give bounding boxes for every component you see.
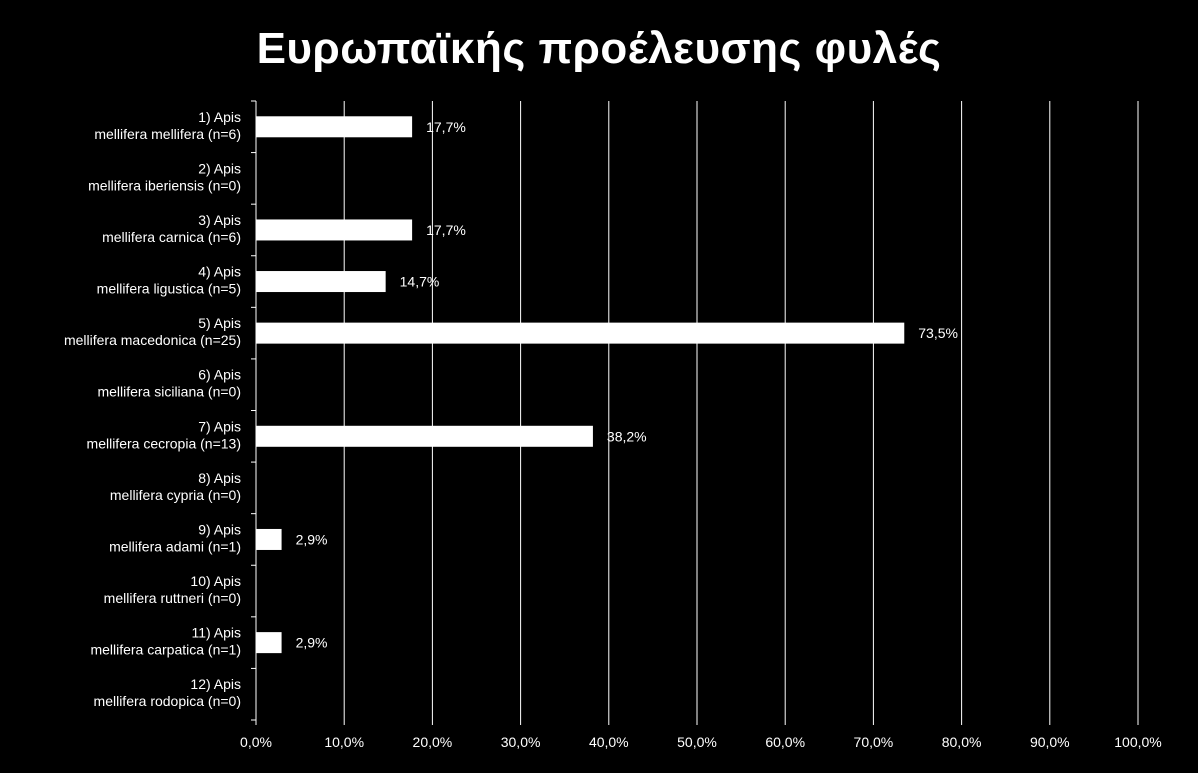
- category-label-line: mellifera macedonica (n=25): [64, 332, 241, 348]
- chart-title: Ευρωπαϊκής προέλευσης φυλές: [256, 24, 942, 73]
- category-label-line: mellifera ligustica (n=5): [97, 281, 241, 297]
- category-label-line: 7) Apis: [198, 418, 241, 434]
- bar: [256, 116, 413, 138]
- category-label: 1) Apis mellifera mellifera (n=6): [94, 109, 241, 142]
- bar: [256, 632, 282, 654]
- x-tick-label: 70,0%: [854, 734, 894, 750]
- data-label: 14,7%: [400, 274, 440, 290]
- x-tick-label: 90,0%: [1030, 734, 1070, 750]
- category-label-line: 5) Apis: [198, 315, 241, 331]
- x-tick-label: 40,0%: [589, 734, 629, 750]
- category-label-line: mellifera carnica (n=6): [102, 229, 241, 245]
- category-label-line: mellifera ruttneri (n=0): [104, 590, 241, 606]
- axes: [251, 100, 1139, 725]
- bars: [256, 116, 905, 654]
- category-label: 5) Apis mellifera macedonica (n=25): [64, 315, 241, 348]
- data-label: 17,7%: [426, 119, 466, 135]
- data-label: 38,2%: [607, 428, 647, 444]
- bar: [256, 425, 593, 447]
- category-label: 4) Apis mellifera ligustica (n=5): [97, 264, 241, 297]
- x-tick-label: 20,0%: [413, 734, 453, 750]
- labels: 0,0% 10,0% 20,0% 30,0% 40,0% 50,0% 60,0% 70,0% 8…: [64, 109, 1162, 750]
- category-label-line: 12) Apis: [190, 676, 241, 692]
- category-label-line: 9) Apis: [198, 521, 241, 537]
- category-label: 11) Apis mellifera carpatica (n=1): [90, 625, 241, 658]
- x-tick-label: 50,0%: [677, 734, 717, 750]
- x-tick-label: 30,0%: [501, 734, 541, 750]
- category-label-line: 10) Apis: [190, 573, 241, 589]
- x-tick-label: 0,0%: [240, 734, 272, 750]
- x-tick-label: 10,0%: [324, 734, 364, 750]
- data-label: 2,9%: [296, 635, 328, 651]
- category-label: 10) Apis mellifera ruttneri (n=0): [104, 573, 241, 606]
- data-label: 73,5%: [918, 325, 958, 341]
- category-label-line: 8) Apis: [198, 470, 241, 486]
- bar: [256, 528, 282, 550]
- category-label-line: 2) Apis: [198, 160, 241, 176]
- category-label-line: mellifera mellifera (n=6): [94, 126, 241, 142]
- category-label: 2) Apis mellifera iberiensis (n=0): [88, 160, 241, 193]
- bar: [256, 219, 413, 241]
- category-label-line: mellifera cypria (n=0): [110, 487, 241, 503]
- category-label: 6) Apis mellifera siciliana (n=0): [97, 367, 241, 400]
- category-label-line: 11) Apis: [191, 625, 241, 641]
- bar: [256, 271, 386, 293]
- category-label-line: mellifera cecropia (n=13): [87, 435, 241, 451]
- category-label-line: 3) Apis: [198, 212, 241, 228]
- data-label: 2,9%: [296, 531, 328, 547]
- category-label: 9) Apis mellifera adami (n=1): [109, 521, 241, 554]
- category-label: 7) Apis mellifera cecropia (n=13): [87, 418, 241, 451]
- category-label-line: mellifera siciliana (n=0): [97, 384, 241, 400]
- category-label-line: mellifera iberiensis (n=0): [88, 177, 241, 193]
- category-label-line: 1) Apis: [198, 109, 241, 125]
- category-label: 12) Apis mellifera rodopica (n=0): [94, 676, 241, 709]
- x-tick-label: 80,0%: [942, 734, 982, 750]
- category-label-line: 4) Apis: [198, 264, 241, 280]
- x-tick-label: 60,0%: [765, 734, 805, 750]
- category-label: 8) Apis mellifera cypria (n=0): [110, 470, 241, 503]
- data-label: 17,7%: [426, 222, 466, 238]
- gridlines: [343, 101, 1139, 720]
- category-label: 3) Apis mellifera carnica (n=6): [102, 212, 241, 245]
- category-label-line: 6) Apis: [198, 367, 241, 383]
- bar: [256, 322, 905, 344]
- x-tick-label: 100,0%: [1114, 734, 1161, 750]
- category-label-line: mellifera rodopica (n=0): [94, 693, 241, 709]
- category-label-line: mellifera carpatica (n=1): [90, 642, 241, 658]
- category-label-line: mellifera adami (n=1): [109, 538, 241, 554]
